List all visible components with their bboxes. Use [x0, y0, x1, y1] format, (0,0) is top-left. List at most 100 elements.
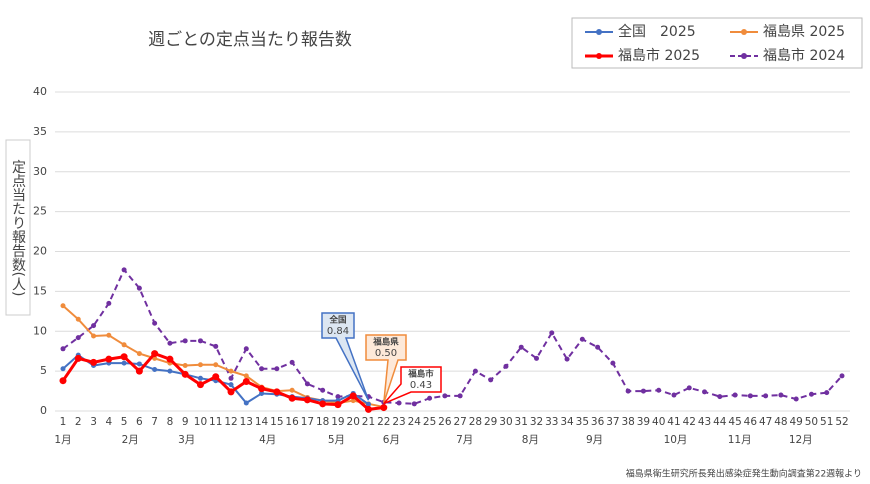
- point: [763, 393, 769, 399]
- point: [106, 300, 112, 306]
- x-tick-label: 5: [121, 416, 128, 428]
- x-tick-label: 27: [453, 416, 466, 428]
- point: [564, 356, 570, 362]
- point: [610, 360, 616, 366]
- point: [396, 400, 402, 406]
- x-tick-label: 50: [805, 416, 818, 428]
- point: [136, 285, 142, 291]
- point: [288, 394, 296, 402]
- x-tick-label: 21: [362, 416, 375, 428]
- x-tick-label: 14: [255, 416, 269, 428]
- callout: [365, 334, 407, 404]
- y-tick-label: 15: [33, 284, 47, 297]
- point: [197, 375, 203, 381]
- series-line: [62, 304, 384, 408]
- legend-label: 福島県 2025: [763, 24, 845, 40]
- month-label: 8月: [522, 434, 539, 446]
- x-tick-label: 44: [713, 416, 727, 428]
- point: [196, 381, 204, 389]
- point: [181, 370, 189, 378]
- point: [334, 401, 342, 409]
- point: [197, 362, 203, 368]
- x-tick-label: 43: [698, 416, 711, 428]
- x-tick-label: 36: [591, 416, 605, 428]
- x-tick-label: 22: [377, 416, 390, 428]
- point: [91, 323, 97, 329]
- legend-box: [571, 17, 863, 69]
- callout: [383, 366, 442, 405]
- point: [534, 355, 540, 361]
- month-label: 11月: [728, 434, 752, 446]
- point: [549, 330, 555, 336]
- point: [228, 382, 234, 388]
- point: [151, 350, 159, 358]
- legend-label: 福島市 2024: [763, 47, 845, 64]
- chart-title: 週ごとの定点当たり報告数: [148, 30, 352, 50]
- callout: [321, 312, 370, 401]
- month-label: 5月: [328, 434, 345, 446]
- x-tick-label: 20: [347, 416, 360, 428]
- callout-label: 全国: [328, 315, 346, 326]
- point: [259, 366, 265, 372]
- point: [349, 392, 357, 400]
- point: [243, 400, 249, 406]
- x-tick-label: 52: [835, 416, 848, 428]
- x-tick-label: 16: [285, 416, 299, 428]
- x-tick-label: 51: [820, 416, 833, 428]
- point: [350, 398, 356, 404]
- x-tick-label: 17: [301, 416, 314, 428]
- point: [793, 396, 799, 402]
- point: [304, 381, 310, 387]
- month-label: 9月: [586, 434, 603, 446]
- x-tick-label: 38: [621, 416, 634, 428]
- series-line: [61, 351, 384, 411]
- x-tick-label: 34: [560, 416, 574, 428]
- point: [380, 404, 388, 412]
- point: [91, 333, 97, 339]
- x-tick-label: 13: [240, 416, 253, 428]
- point: [518, 344, 524, 350]
- point: [320, 387, 326, 393]
- x-tick-label: 12: [224, 416, 237, 428]
- x-tick-label: 10: [194, 416, 207, 428]
- point: [595, 344, 601, 350]
- point: [75, 335, 81, 341]
- y-tick-label: 0: [40, 404, 47, 417]
- x-tick-label: 2: [75, 416, 82, 428]
- point: [182, 363, 188, 369]
- point: [717, 394, 723, 400]
- x-tick-label: 46: [744, 416, 758, 428]
- point: [59, 377, 67, 385]
- y-tick-label: 20: [33, 245, 47, 258]
- point: [182, 338, 188, 344]
- month-label: 6月: [383, 434, 400, 446]
- point: [503, 363, 509, 369]
- series-line: [62, 267, 843, 405]
- x-tick-label: 29: [484, 416, 497, 428]
- x-tick-label: 24: [408, 416, 422, 428]
- x-tick-label: 47: [759, 416, 772, 428]
- point: [212, 373, 220, 381]
- x-tick-label: 48: [774, 416, 787, 428]
- point: [671, 392, 677, 398]
- month-label: 1月: [54, 434, 71, 446]
- month-label: 3月: [178, 434, 195, 446]
- legend-marker: [741, 53, 747, 59]
- callout-label: 福島市: [407, 369, 434, 380]
- x-tick-label: 40: [652, 416, 665, 428]
- point: [457, 393, 463, 399]
- x-tick-label: 30: [499, 416, 512, 428]
- point: [289, 359, 295, 365]
- point: [90, 358, 98, 366]
- point: [74, 354, 82, 362]
- callout-value: 0.50: [375, 348, 397, 359]
- point: [213, 343, 219, 349]
- point: [808, 391, 814, 397]
- callout-value: 0.84: [327, 326, 349, 337]
- point: [839, 373, 845, 379]
- point: [135, 367, 143, 375]
- point: [167, 340, 173, 346]
- x-tick-label: 9: [182, 416, 189, 428]
- point: [411, 401, 417, 407]
- legend-marker: [596, 29, 602, 35]
